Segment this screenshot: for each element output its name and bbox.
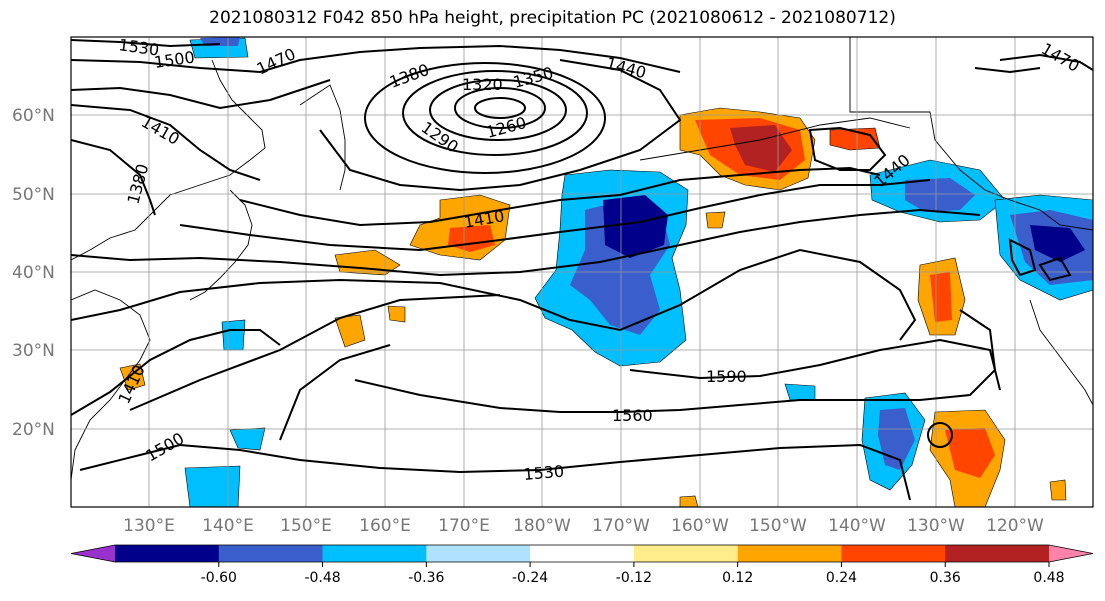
lat-label: 60°N — [12, 106, 55, 126]
colorbar-segment — [530, 545, 635, 562]
contour-label: 1320 — [462, 75, 503, 94]
colorbar-extension-high — [1049, 545, 1093, 562]
colorbar-tick-label: -0.48 — [304, 570, 340, 586]
height-contours — [71, 39, 1093, 501]
contour-label: 1530 — [117, 35, 160, 59]
colorbar-segment — [115, 545, 220, 562]
lon-label: 130°E — [123, 516, 175, 536]
colorbar-segment — [322, 545, 427, 562]
contour-label: 1410 — [138, 112, 183, 149]
contour-label: 1380 — [124, 162, 153, 206]
lat-label: 50°N — [12, 185, 55, 205]
colorbar-tick-label: -0.12 — [616, 570, 652, 586]
map-frame — [70, 36, 1094, 508]
colorbar-tick-label: -0.24 — [512, 570, 548, 586]
lon-label: 140°W — [828, 516, 886, 536]
longitude-labels: 130°E 140°E 150°E 160°E 170°E 180°W 170°… — [123, 516, 1044, 536]
lon-label: 130°W — [907, 516, 965, 536]
contour-label: 1560 — [612, 406, 653, 425]
contour-label: 1470 — [1038, 39, 1083, 76]
contour-label: 1380 — [387, 60, 432, 92]
colorbar-tick-label: 0.24 — [826, 570, 857, 586]
colorbar-segment — [426, 545, 531, 562]
colorbar-tick-label: 0.12 — [722, 570, 753, 586]
lat-label: 30°N — [12, 341, 55, 361]
colorbar: -0.60 -0.48 -0.36 -0.24 -0.12 0.12 0.24 0.36 0.4… — [70, 544, 1094, 586]
contour-label: 1470 — [254, 44, 299, 78]
lat-label: 20°N — [12, 420, 55, 440]
graticule — [71, 37, 1093, 507]
colorbar-tick-label: 0.36 — [930, 570, 961, 586]
contour-label: 1590 — [706, 367, 747, 386]
precip-shading — [119, 37, 1093, 507]
lon-label: 170°W — [592, 516, 650, 536]
lon-label: 150°E — [280, 516, 332, 536]
colorbar-outline — [70, 544, 1094, 563]
map-title: 2021080312 F042 850 hPa height, precipit… — [209, 8, 896, 28]
contour-label: 1440 — [604, 54, 648, 83]
colorbar-segment — [218, 545, 324, 562]
lon-label: 120°W — [986, 516, 1044, 536]
contour-label: 1500 — [153, 47, 196, 71]
map-plot-area: 1530 1500 1470 1470 1440 1380 1320 1350 … — [71, 35, 1093, 507]
lon-label: 170°E — [438, 516, 490, 536]
contour-label: 1350 — [511, 63, 555, 92]
colorbar-segment — [737, 545, 842, 562]
colorbar-segment — [945, 545, 1050, 562]
lon-label: 160°E — [359, 516, 411, 536]
lat-label: 40°N — [12, 263, 55, 283]
colorbar-tick-label: -0.60 — [201, 570, 237, 586]
colorbar-tick-label: -0.36 — [408, 570, 444, 586]
colorbar-extension-low — [71, 545, 115, 562]
lon-label: 160°W — [671, 516, 729, 536]
lon-label: 150°W — [749, 516, 807, 536]
colorbar-segment — [633, 545, 739, 562]
lon-label: 180°W — [513, 516, 571, 536]
colorbar-tick-label: 0.48 — [1033, 570, 1064, 586]
latitude-labels: 60°N 50°N 40°N 30°N 20°N — [12, 106, 55, 440]
contour-label: 1530 — [523, 462, 565, 484]
lon-label: 140°E — [202, 516, 254, 536]
colorbar-segment — [841, 545, 946, 562]
